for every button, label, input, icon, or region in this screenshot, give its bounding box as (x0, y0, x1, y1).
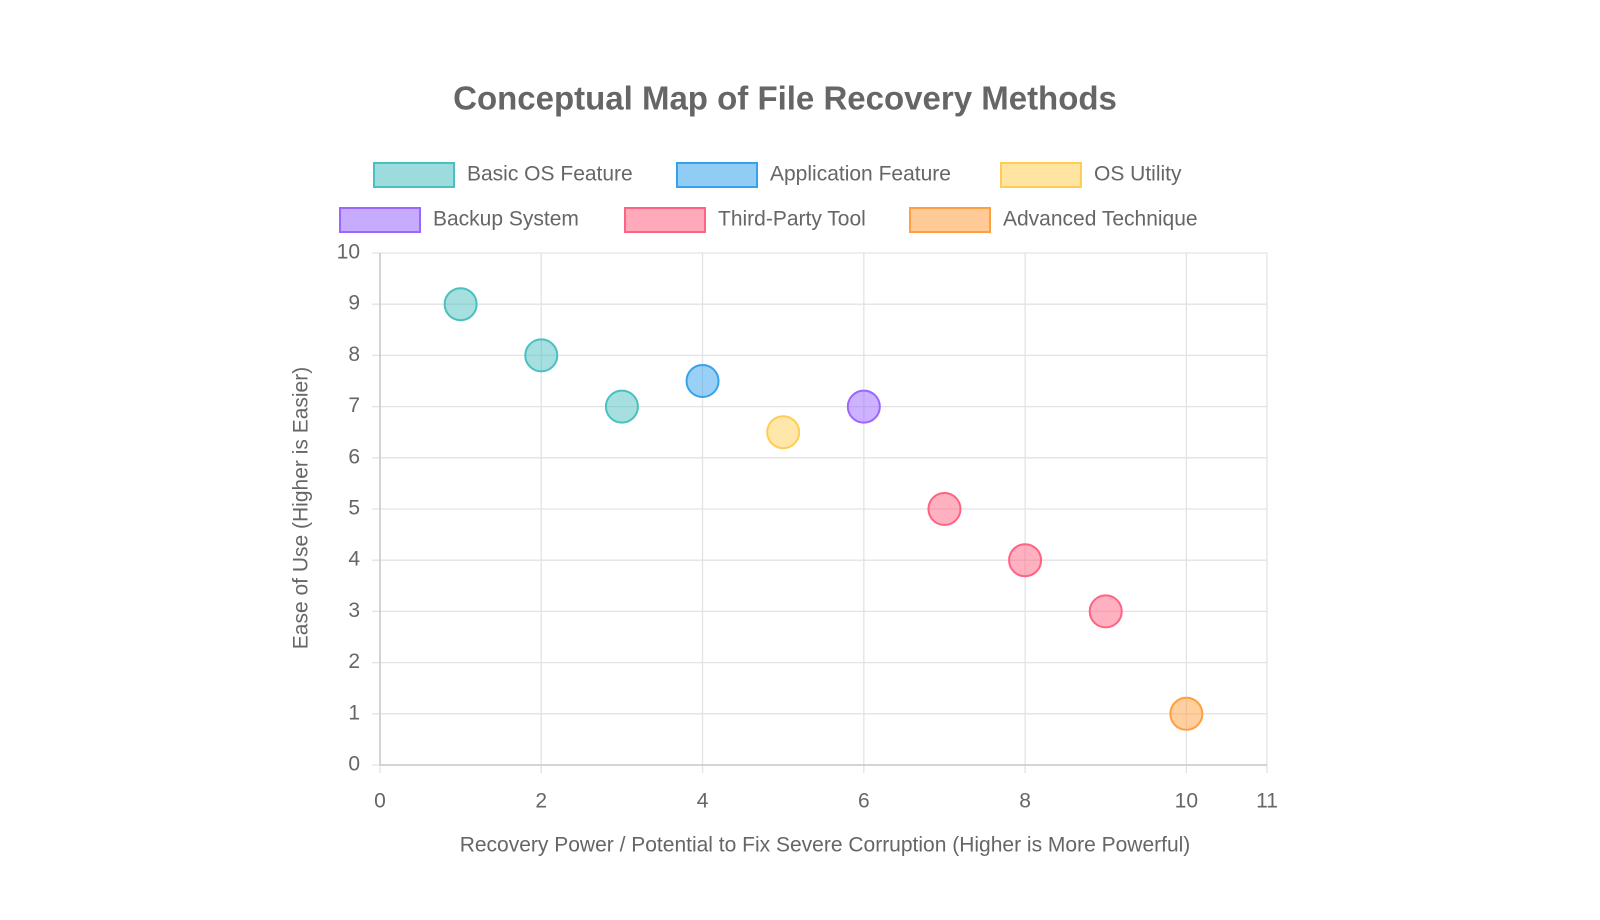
legend-label: Application Feature (770, 163, 951, 186)
point (524, 338, 559, 373)
y-tick-label: 6 (348, 445, 360, 468)
legend-label: Basic OS Feature (467, 163, 633, 186)
x-tick-label: 4 (697, 790, 709, 813)
x-tick-label: 10 (1175, 790, 1198, 813)
y-tick-label: 9 (348, 292, 360, 315)
point (927, 492, 962, 526)
y-axis-title: Ease of Use (Higher is Easier) (290, 367, 313, 649)
y-tick-label: 8 (348, 343, 360, 366)
y-tick-label: 7 (348, 394, 360, 417)
point (1169, 696, 1204, 731)
legend-label: Advanced Technique (1003, 208, 1198, 231)
point (604, 389, 639, 424)
x-tick-label: 6 (858, 790, 870, 813)
point (846, 389, 881, 424)
point (443, 287, 478, 322)
y-tick-label: 0 (348, 753, 360, 776)
legend-label: OS Utility (1094, 163, 1182, 186)
y-tick-label: 3 (348, 599, 360, 622)
legend-swatch (1000, 162, 1082, 188)
x-tick-label: 11 (1256, 790, 1278, 813)
y-tick-label: 10 (337, 241, 360, 264)
x-axis-title: Recovery Power / Potential to Fix Severe… (460, 834, 1191, 857)
legend-swatch (373, 162, 455, 188)
point (685, 364, 720, 398)
point (1008, 543, 1043, 578)
point (766, 415, 801, 450)
legend-label: Third-Party Tool (718, 208, 866, 231)
y-tick-label: 4 (348, 548, 360, 571)
y-tick-label: 1 (348, 701, 360, 724)
legend-swatch (909, 207, 991, 233)
legend-swatch (339, 207, 421, 233)
y-tick-label: 2 (348, 650, 360, 673)
y-tick-label: 5 (348, 497, 360, 520)
legend-swatch (676, 162, 758, 188)
x-tick-label: 2 (535, 790, 547, 813)
legend-label: Backup System (433, 208, 579, 231)
chart-title: Conceptual Map of File Recovery Methods (453, 80, 1117, 117)
x-tick-label: 0 (374, 790, 386, 813)
x-tick-label: 8 (1019, 790, 1031, 813)
legend-swatch (624, 207, 706, 233)
point (1088, 594, 1123, 629)
